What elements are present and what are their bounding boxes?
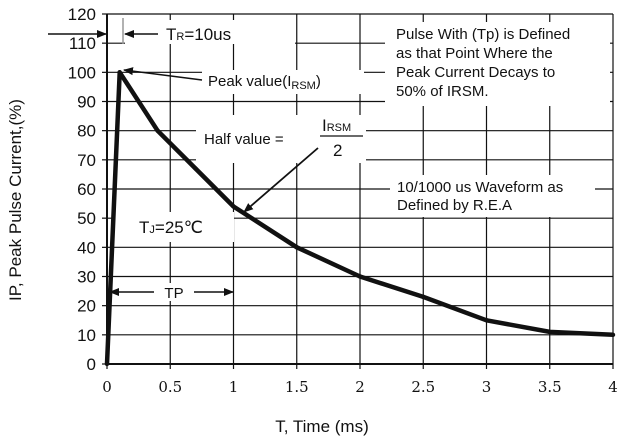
y-tick-label: 80: [77, 122, 96, 141]
half-value-numerator: IRSM: [322, 116, 351, 135]
x-tick-label: 1: [229, 378, 239, 396]
y-tick-label: 60: [77, 180, 96, 199]
y-axis-label: IP, Peak Pulse Current,(%): [6, 99, 25, 301]
y-tick-label: 70: [77, 151, 96, 170]
x-tick-label: 2.5: [411, 378, 435, 396]
data-point: [610, 332, 616, 338]
tj-label: TJ=25℃: [139, 218, 203, 237]
half-value-denominator: 2: [333, 141, 342, 160]
y-tick-label: 40: [77, 238, 96, 257]
pulse-desc-line-2: as that Point Where the: [396, 45, 553, 62]
peak-label: Peak value(IRSM): [208, 73, 321, 92]
data-point: [421, 294, 426, 300]
y-tick-label: 0: [87, 355, 96, 374]
y-tick-label: 30: [77, 268, 96, 287]
data-point: [231, 204, 236, 209]
tr-label-bg: [125, 20, 295, 44]
y-tick-label: 10: [77, 326, 96, 345]
data-point: [193, 166, 198, 171]
x-tick-label: 0.5: [158, 378, 182, 396]
data-points: [104, 70, 616, 367]
pulse-desc-bg: [385, 22, 610, 106]
x-tick-label: 3.5: [538, 378, 562, 396]
y-tick-label: 20: [77, 297, 96, 316]
half-label-bg: [196, 115, 366, 163]
pulse-desc-line-4: 50% of IRSM.: [396, 83, 489, 100]
y-tick-label: 110: [69, 34, 96, 53]
y-tick-labels: 0 10 20 30 40 50 60 70 80 90 100 110 120: [68, 5, 96, 374]
pulse-desc-line-1: Pulse With (Tp) is Defined: [396, 26, 570, 43]
y-tick-label: 100: [68, 63, 96, 82]
data-point: [104, 361, 110, 367]
tp-label-bg: [154, 283, 194, 301]
data-point: [547, 329, 552, 335]
peak-arrow: [123, 67, 203, 81]
data-point: [155, 128, 160, 133]
x-axis-label: T, Time (ms): [275, 417, 369, 436]
waveform-line-2: Defined by R.E.A: [397, 197, 512, 214]
data-point: [357, 274, 363, 279]
data-point: [117, 70, 122, 75]
waveform-line-1: 10/1000 us Waveform as: [397, 179, 563, 196]
half-value-label: Half value =: [204, 131, 284, 148]
peak-label-bg: [202, 70, 364, 94]
x-tick-label: 3: [482, 378, 492, 396]
x-tick-label: 0: [102, 378, 112, 396]
pulse-desc-line-3: Peak Current Decays to: [396, 64, 555, 81]
x-tick-label: 1.5: [285, 378, 309, 396]
tj-label-bg: [112, 212, 234, 242]
y-tick-label: 50: [77, 209, 96, 228]
data-point: [484, 318, 489, 323]
x-tick-label: 2: [355, 378, 365, 396]
y-tick-label: 120: [68, 5, 96, 24]
tr-label: TR=10us: [166, 25, 231, 44]
tp-label: TP: [164, 285, 183, 302]
waveform-label-bg: [390, 175, 595, 217]
waveform-arrow: [243, 147, 319, 213]
y-tick-label: 90: [77, 93, 96, 112]
x-tick-labels: 0 0.5 1 1.5 2 2.5 3 3.5 4: [102, 378, 618, 396]
data-point: [294, 245, 299, 250]
x-tick-label: 4: [608, 378, 618, 396]
